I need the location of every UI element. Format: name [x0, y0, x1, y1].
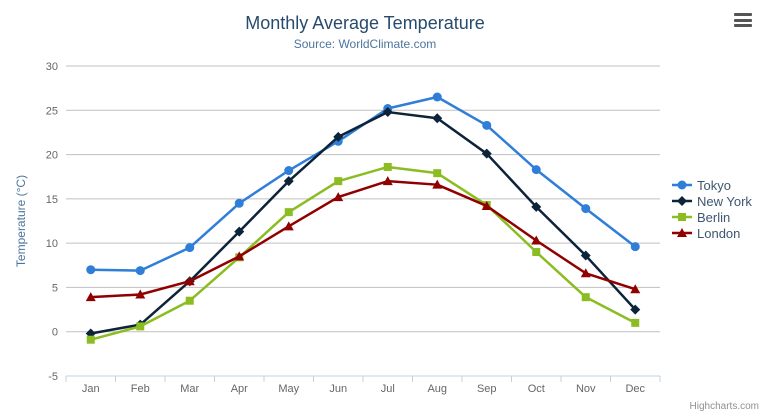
legend-label: Berlin [697, 209, 731, 225]
legend-label: Tokyo [697, 177, 731, 193]
legend-item-tokyo[interactable]: Tokyo [672, 177, 752, 193]
y-axis-labels: -5 0 5 10 15 20 25 30 [46, 61, 58, 383]
svg-text:Apr: Apr [231, 383, 248, 395]
svg-text:20: 20 [46, 150, 58, 162]
legend-symbol-diamond-icon [672, 196, 692, 206]
svg-text:25: 25 [46, 105, 58, 117]
svg-text:Jun: Jun [329, 383, 347, 395]
svg-text:Mar: Mar [180, 383, 199, 395]
legend-symbol-triangle-icon [672, 228, 692, 237]
svg-text:Nov: Nov [576, 383, 596, 395]
legend-item-berlin[interactable]: Berlin [672, 209, 752, 225]
legend: Tokyo New York Berlin London [672, 177, 752, 241]
svg-text:Jan: Jan [82, 383, 100, 395]
series-new-york[interactable] [85, 107, 641, 339]
svg-text:Aug: Aug [427, 383, 447, 395]
y-gridlines [66, 65, 660, 333]
hamburger-icon [734, 13, 752, 16]
hamburger-icon [734, 18, 752, 22]
svg-text:Oct: Oct [528, 383, 545, 395]
svg-text:5: 5 [52, 282, 58, 294]
legend-item-london[interactable]: London [672, 225, 752, 241]
legend-label: London [697, 225, 741, 241]
legend-item-new-york[interactable]: New York [672, 193, 752, 209]
svg-text:10: 10 [46, 238, 58, 250]
export-menu-button[interactable] [734, 13, 752, 27]
series-london[interactable] [85, 176, 641, 302]
x-axis-labels: Jan Feb Mar Apr May Jun Jul Aug Sep Oct Nov Dec [82, 383, 646, 395]
x-axis [65, 375, 661, 382]
svg-text:Sep: Sep [477, 383, 497, 395]
svg-text:30: 30 [46, 61, 58, 73]
legend-symbol-square-icon [672, 213, 692, 221]
svg-text:Dec: Dec [625, 383, 645, 395]
hamburger-icon [734, 24, 752, 27]
svg-text:Feb: Feb [131, 383, 150, 395]
series-berlin[interactable] [86, 162, 640, 344]
chart-subtitle: Source: WorldClimate.com [293, 37, 437, 51]
svg-text:15: 15 [46, 194, 58, 206]
svg-text:Jul: Jul [381, 383, 395, 395]
legend-symbol-circle-icon [672, 180, 692, 190]
y-axis-title: Temperature (°C) [14, 175, 28, 267]
svg-text:-5: -5 [48, 371, 58, 383]
svg-text:May: May [278, 383, 299, 395]
legend-label: New York [697, 193, 752, 209]
svg-text:0: 0 [52, 327, 58, 339]
chart-title: Monthly Average Temperature [245, 13, 485, 33]
series-tokyo[interactable] [86, 92, 640, 276]
credits-link[interactable]: Highcharts.com [689, 401, 759, 412]
